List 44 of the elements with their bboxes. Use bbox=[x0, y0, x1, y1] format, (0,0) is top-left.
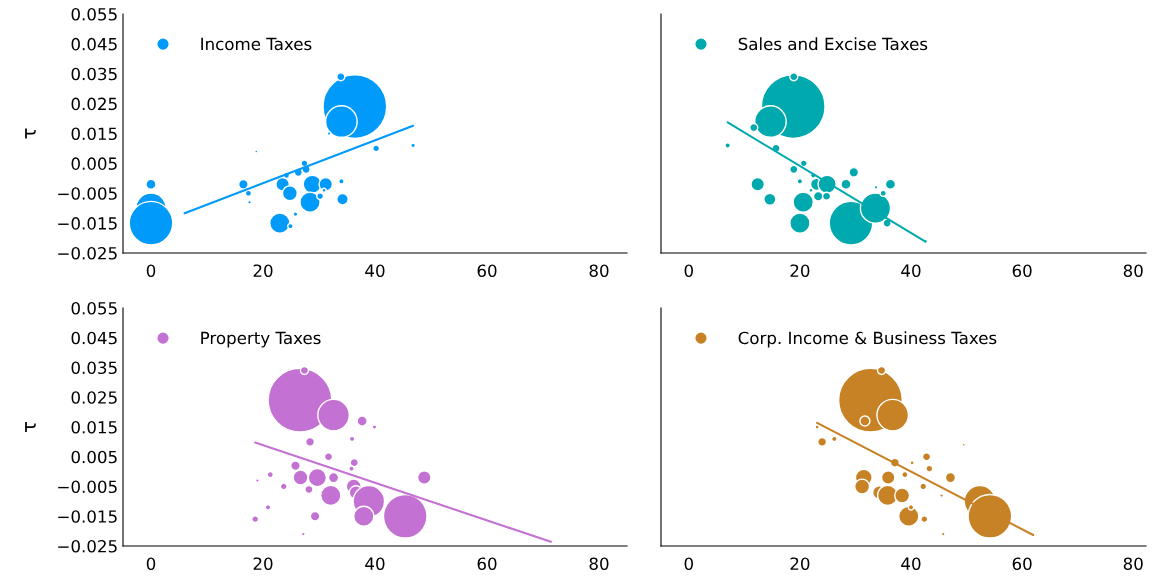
y-tick-label: −0.025 bbox=[58, 539, 117, 553]
x-tick-label: 20 bbox=[253, 264, 273, 278]
y-tick-label: 0.055 bbox=[71, 301, 117, 315]
x-tick-label: 0 bbox=[146, 557, 156, 571]
x-tick-label: 20 bbox=[790, 557, 810, 571]
legend-label: Corp. Income & Business Taxes bbox=[738, 331, 997, 348]
y-tick-label: 0.015 bbox=[71, 420, 117, 434]
x-tick-label: 20 bbox=[253, 557, 273, 571]
x-tick-label: 40 bbox=[365, 264, 385, 278]
y-tick-label: 0.025 bbox=[71, 97, 117, 111]
x-tick-label: 60 bbox=[1012, 264, 1032, 278]
y-tick-label: −0.025 bbox=[58, 246, 117, 260]
y-tick-label: 0.005 bbox=[71, 450, 117, 464]
x-tick-label: 80 bbox=[1123, 557, 1143, 571]
x-tick-label: 60 bbox=[1012, 557, 1032, 571]
y-axis-title: τ bbox=[25, 422, 36, 432]
y-tick-label: 0.035 bbox=[71, 67, 117, 81]
y-tick-label: 0.025 bbox=[71, 391, 117, 404]
y-tick-label: 0.055 bbox=[71, 7, 117, 21]
y-axis-title: τ bbox=[25, 128, 36, 139]
x-tick-label: 0 bbox=[146, 264, 156, 278]
x-tick-label: 80 bbox=[1123, 264, 1143, 278]
y-tick-label: 0.045 bbox=[71, 37, 117, 51]
legend-label: Sales and Excise Taxes bbox=[738, 37, 928, 51]
x-tick-label: 80 bbox=[589, 264, 609, 278]
y-tick-label: −0.005 bbox=[58, 187, 117, 200]
x-tick-label: 60 bbox=[477, 264, 497, 278]
y-tick-label: 0.015 bbox=[71, 127, 117, 141]
y-tick-label: 0.045 bbox=[71, 331, 117, 345]
x-tick-label: 60 bbox=[477, 557, 497, 571]
y-tick-label: −0.015 bbox=[58, 510, 117, 523]
y-tick-label: 0.035 bbox=[71, 361, 117, 375]
x-tick-label: 40 bbox=[901, 264, 921, 278]
legend-label: Property Taxes bbox=[201, 331, 321, 348]
x-tick-label: 40 bbox=[901, 557, 921, 571]
y-tick-label: 0.005 bbox=[71, 157, 117, 170]
x-tick-label: 80 bbox=[589, 557, 609, 571]
x-tick-label: 40 bbox=[365, 557, 385, 571]
x-tick-label: 0 bbox=[684, 264, 693, 278]
y-tick-label: −0.015 bbox=[58, 217, 117, 230]
legend-label: Income Taxes bbox=[201, 37, 312, 51]
x-tick-label: 20 bbox=[790, 264, 810, 278]
x-tick-label: 0 bbox=[684, 557, 693, 571]
y-tick-label: −0.005 bbox=[58, 480, 117, 494]
